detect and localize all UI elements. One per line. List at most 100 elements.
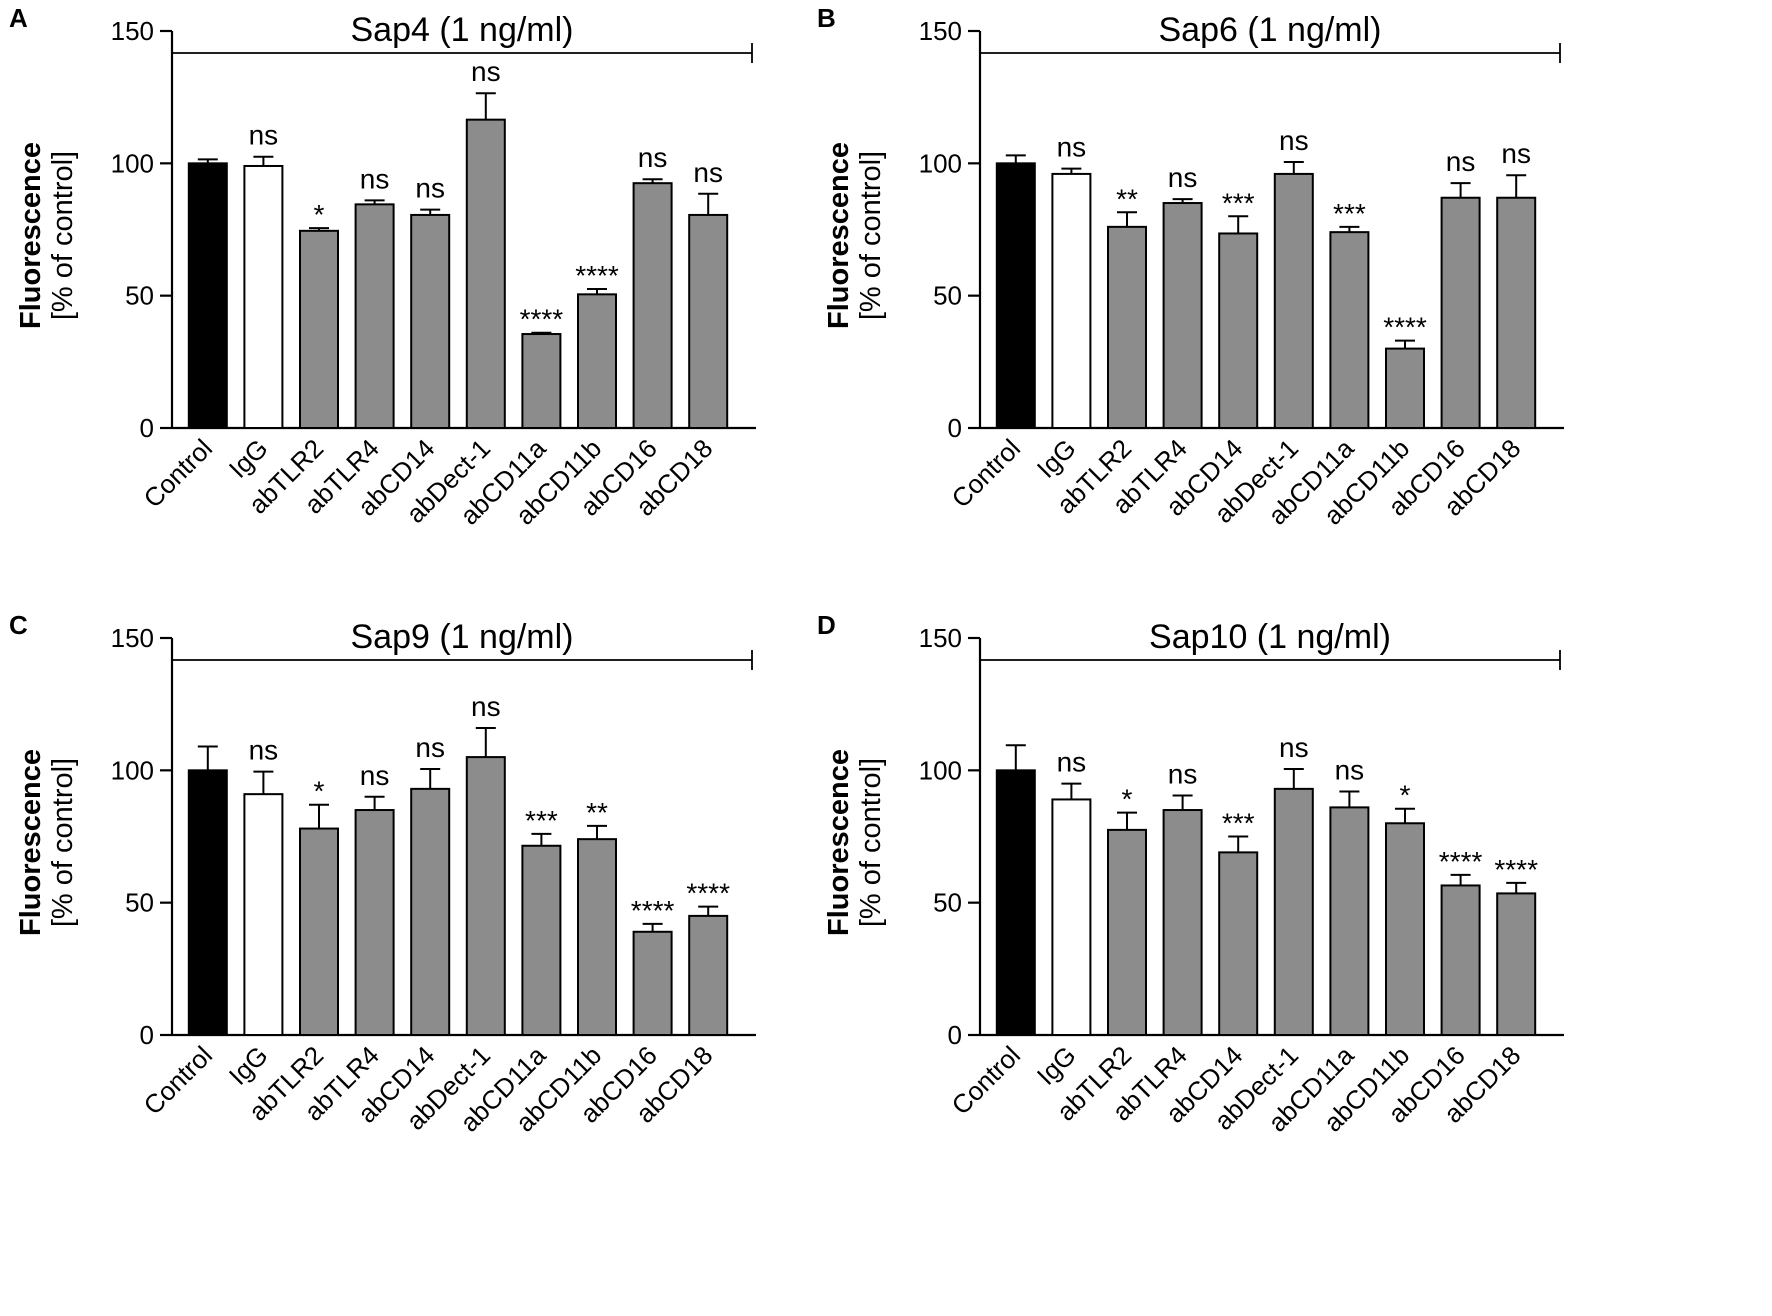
y-tick-label: 0 (948, 413, 962, 443)
panel-d: D 0 50 100 150 Fluorescence [% of control] Sap1… (817, 610, 1564, 1138)
x-tick-label: Control (946, 433, 1026, 513)
bar (1273, 787, 1314, 1036)
significance-label: **** (686, 878, 730, 909)
bar (1107, 828, 1147, 1037)
significance-label: ** (586, 797, 608, 828)
panel-a: A 0 50 100 150 Fluorescence [% of control] Sap4… (9, 3, 756, 531)
significance-label: *** (1333, 198, 1366, 229)
bar (577, 293, 617, 429)
significance-label: ns (1168, 758, 1198, 789)
y-tick-label: 150 (111, 623, 154, 653)
bar (1273, 172, 1314, 429)
y-tick-label: 100 (919, 148, 962, 178)
bar (187, 162, 228, 429)
y-axis-subtitle: [% of control] (855, 151, 887, 320)
significance-label: **** (1383, 312, 1427, 343)
bar (1051, 798, 1092, 1036)
bar (995, 162, 1036, 429)
significance-label: ns (415, 173, 445, 204)
bar (465, 756, 506, 1036)
bar (1218, 851, 1259, 1036)
significance-label: *** (1222, 808, 1255, 839)
bar (1107, 225, 1147, 429)
significance-label: ns (249, 735, 279, 766)
panel-title: Sap9 (1 ng/ml) (351, 618, 574, 656)
y-tick-label: 50 (125, 888, 154, 918)
significance-label: **** (1439, 846, 1483, 877)
significance-label: *** (525, 805, 558, 836)
y-tick-label: 150 (919, 16, 962, 46)
significance-label: **** (520, 304, 564, 335)
panel-letter: B (817, 3, 836, 33)
bar (1496, 892, 1537, 1036)
panel-letter: D (817, 610, 836, 640)
significance-label: ns (360, 760, 390, 791)
y-tick-label: 50 (125, 281, 154, 311)
bar (410, 787, 451, 1036)
bar (299, 229, 339, 429)
bar (688, 914, 729, 1037)
bar (1218, 232, 1259, 429)
y-axis-subtitle: [% of control] (47, 151, 79, 320)
y-tick-label: 100 (111, 755, 154, 785)
bar (243, 793, 284, 1036)
x-tick-label: Control (138, 433, 218, 513)
bar (1496, 196, 1537, 429)
bar (243, 164, 284, 429)
significance-label: * (1122, 784, 1133, 815)
significance-label: ns (693, 157, 723, 188)
bar (521, 844, 562, 1036)
significance-label: ns (249, 120, 279, 151)
significance-label: ns (638, 142, 668, 173)
x-tick-label: Control (138, 1040, 218, 1120)
panel-title: Sap10 (1 ng/ml) (1149, 618, 1391, 656)
significance-label: ns (1168, 162, 1198, 193)
y-tick-label: 150 (111, 16, 154, 46)
bar (1162, 202, 1203, 429)
bar (354, 203, 395, 429)
bar (995, 769, 1036, 1036)
bar (521, 333, 562, 429)
panel-title: Sap4 (1 ng/ml) (351, 11, 574, 49)
significance-label: **** (575, 260, 619, 291)
significance-label: ns (1279, 732, 1309, 763)
bar (1329, 806, 1370, 1036)
y-tick-label: 0 (140, 1020, 154, 1050)
bar (1385, 822, 1425, 1036)
significance-label: **** (1494, 854, 1538, 885)
significance-label: ns (1501, 138, 1531, 169)
bar (465, 118, 506, 429)
significance-label: ns (415, 732, 445, 763)
significance-label: ns (1279, 125, 1309, 156)
y-axis-title: Fluorescence (15, 142, 47, 329)
y-tick-label: 0 (948, 1020, 962, 1050)
bar (187, 769, 228, 1036)
bar (632, 182, 673, 429)
y-tick-label: 0 (140, 413, 154, 443)
panel-b: B 0 50 100 150 Fluorescence [% of control] Sap6… (817, 3, 1564, 531)
significance-label: ns (1057, 747, 1087, 778)
panel-letter: A (9, 3, 28, 33)
significance-label: * (314, 199, 325, 230)
y-tick-label: 100 (111, 148, 154, 178)
bar (577, 838, 617, 1036)
significance-label: *** (1222, 187, 1255, 218)
y-axis-subtitle: [% of control] (47, 758, 79, 927)
significance-label: ns (1335, 755, 1365, 786)
bar (299, 827, 339, 1036)
bar (1385, 347, 1425, 430)
significance-label: * (314, 776, 325, 807)
significance-label: ns (471, 56, 501, 87)
significance-label: ns (1446, 146, 1476, 177)
bar (1440, 884, 1481, 1036)
bar (1329, 231, 1370, 429)
y-axis-title: Fluorescence (823, 749, 855, 936)
panel-letter: C (9, 610, 28, 640)
y-tick-label: 50 (933, 888, 962, 918)
bar (1440, 196, 1481, 429)
bar (354, 809, 395, 1036)
panel-c: C 0 50 100 150 Fluorescence [% of control] Sap9… (9, 610, 756, 1138)
significance-label: ns (1057, 132, 1087, 163)
